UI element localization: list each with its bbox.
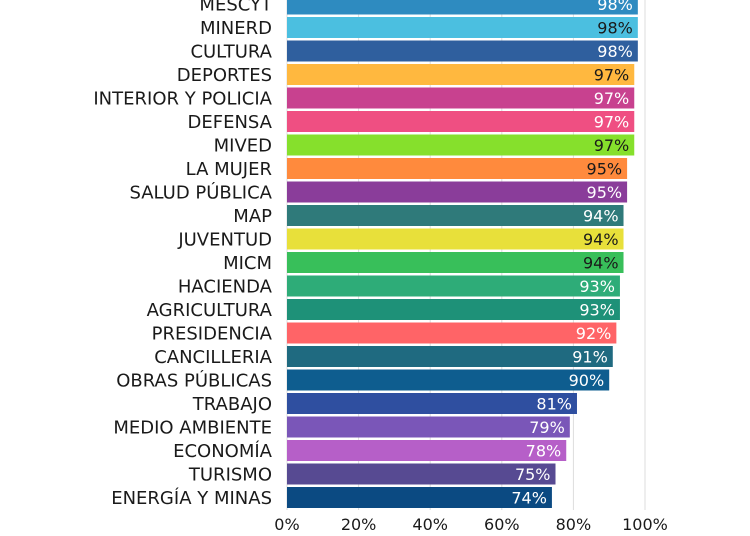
data-label: 98%	[597, 42, 633, 61]
category-label: JUVENTUD	[177, 230, 272, 251]
data-label: 90%	[569, 371, 605, 390]
category-label: MEDIO AMBIENTE	[113, 418, 272, 439]
category-label: ENERGÍA Y MINAS	[111, 487, 272, 509]
x-tick-label: 60%	[484, 515, 520, 534]
data-label: 79%	[529, 418, 565, 437]
bar	[287, 416, 570, 438]
data-label: 94%	[583, 254, 619, 273]
category-label: AGRICULTURA	[147, 300, 273, 321]
category-label: MICM	[223, 253, 272, 274]
data-label: 94%	[583, 207, 619, 226]
data-label: 97%	[594, 66, 630, 85]
category-label: TRABAJO	[192, 394, 272, 415]
bar	[287, 134, 635, 156]
data-label: 97%	[594, 113, 630, 132]
category-label: OBRAS PÚBLICAS	[116, 370, 272, 392]
data-label: 92%	[576, 324, 612, 343]
bar	[287, 252, 624, 273]
bar	[287, 181, 628, 203]
category-label: INTERIOR Y POLICIA	[93, 89, 272, 110]
category-label: HACIENDA	[178, 277, 273, 298]
labels-layer: MESCYT 98% MINERD 98% CULTURA 98% DEPORTES 97% I…	[93, 0, 632, 509]
data-label: 98%	[597, 0, 633, 14]
bar	[287, 346, 613, 367]
bar	[287, 299, 620, 320]
data-label: 78%	[526, 442, 562, 461]
data-label: 74%	[511, 489, 547, 508]
bar	[287, 393, 577, 414]
bar	[287, 158, 628, 179]
data-label: 97%	[594, 136, 630, 155]
category-label: TURISMO	[188, 465, 272, 486]
category-label: SALUD PÚBLICA	[129, 182, 272, 204]
bars-layer	[287, 0, 638, 508]
bar	[287, 228, 624, 250]
bar	[287, 275, 620, 297]
data-label: 98%	[597, 19, 633, 38]
category-label: DEFENSA	[188, 112, 273, 133]
bar	[287, 111, 635, 132]
data-label: 91%	[572, 348, 608, 367]
bar	[287, 205, 624, 226]
category-label: PRESIDENCIA	[152, 324, 273, 345]
category-label: MINERD	[200, 18, 272, 39]
category-label: MESCYT	[199, 0, 273, 16]
bar	[287, 64, 635, 85]
x-axis-ticks: 0% 20% 40% 60% 80% 100%	[274, 515, 668, 534]
x-tick-label: 40%	[412, 515, 448, 534]
x-tick-label: 80%	[556, 515, 592, 534]
x-tick-label: 0%	[274, 515, 299, 534]
bar	[287, 322, 617, 344]
bar	[287, 369, 610, 391]
bar	[287, 87, 635, 109]
x-tick-label: 100%	[622, 515, 668, 534]
category-label: DEPORTES	[177, 65, 272, 86]
bar	[287, 487, 552, 508]
data-label: 95%	[587, 160, 623, 179]
data-label: 95%	[587, 183, 623, 202]
data-label: 81%	[536, 395, 572, 414]
x-tick-label: 20%	[341, 515, 377, 534]
data-label: 93%	[579, 277, 615, 296]
data-label: 93%	[579, 301, 615, 320]
bar	[287, 0, 638, 15]
bar	[287, 463, 556, 485]
category-label: CULTURA	[190, 42, 272, 63]
bar	[287, 17, 638, 38]
bar	[287, 440, 567, 461]
data-label: 75%	[515, 465, 551, 484]
bar	[287, 40, 638, 62]
category-label: MIVED	[214, 136, 272, 157]
category-label: LA MUJER	[186, 159, 272, 180]
category-label: MAP	[233, 206, 272, 227]
category-label: CANCILLERIA	[154, 347, 272, 368]
category-label: ECONOMÍA	[173, 440, 273, 462]
data-label: 97%	[594, 89, 630, 108]
data-label: 94%	[583, 230, 619, 249]
